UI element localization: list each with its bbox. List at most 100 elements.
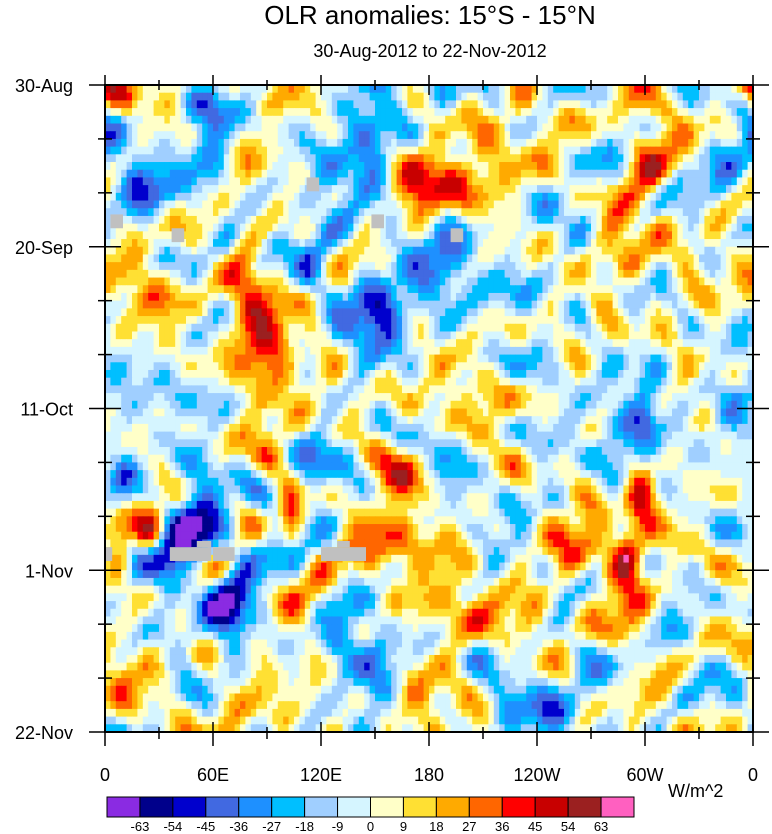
- heatmap-cell: [234, 254, 241, 263]
- heatmap-cell: [375, 192, 381, 201]
- heatmap-cell: [472, 131, 478, 140]
- heatmap-cell: [304, 316, 311, 325]
- heatmap-cell: [369, 339, 376, 348]
- heatmap-cell: [526, 108, 532, 117]
- heatmap-cell: [326, 400, 333, 409]
- heatmap-cell: [223, 154, 230, 163]
- heatmap-cell: [304, 346, 311, 355]
- heatmap-cell: [596, 123, 603, 132]
- heatmap-cell: [153, 246, 160, 255]
- heatmap-cell: [591, 323, 597, 332]
- heatmap-cell: [515, 108, 522, 117]
- heatmap-cell: [331, 277, 338, 286]
- heatmap-cell: [558, 200, 565, 209]
- heatmap-cell: [472, 208, 478, 217]
- heatmap-cell: [153, 100, 160, 109]
- heatmap-cell: [531, 308, 538, 317]
- heatmap-cell: [288, 254, 295, 263]
- heatmap-cell: [553, 316, 559, 325]
- heatmap-cell: [148, 385, 154, 394]
- heatmap-cell: [655, 300, 662, 309]
- heatmap-cell: [542, 115, 549, 124]
- heatmap-cell: [115, 192, 122, 201]
- heatmap-cell: [682, 85, 689, 94]
- heatmap-cell: [661, 115, 667, 124]
- heatmap-cell: [515, 285, 522, 294]
- heatmap-cell: [115, 393, 122, 402]
- heatmap-cell: [110, 154, 117, 163]
- heatmap-cell: [148, 169, 154, 178]
- heatmap-cell: [450, 239, 457, 248]
- heatmap-cell: [218, 300, 225, 309]
- heatmap-cell: [499, 339, 505, 348]
- heatmap-cell: [191, 339, 198, 348]
- heatmap-cell: [385, 362, 392, 371]
- heatmap-cell: [407, 85, 414, 94]
- heatmap-cell: [726, 362, 732, 371]
- heatmap-cell: [672, 300, 678, 309]
- heatmap-cell: [191, 146, 198, 155]
- heatmap-cell: [493, 215, 500, 225]
- heatmap-cell: [623, 292, 630, 302]
- heatmap-cell: [472, 215, 478, 225]
- heatmap-cell: [547, 323, 554, 332]
- heatmap-cell: [196, 215, 203, 225]
- heatmap-cell: [688, 285, 694, 294]
- heatmap-cell: [628, 162, 635, 171]
- heatmap-cell: [461, 262, 468, 271]
- heatmap-cell: [142, 146, 149, 155]
- heatmap-cell: [639, 339, 646, 348]
- heatmap-cell: [137, 92, 144, 101]
- heatmap-cell: [245, 92, 252, 101]
- heatmap-cell: [672, 215, 678, 225]
- heatmap-cell: [402, 108, 408, 117]
- heatmap-cell: [731, 369, 738, 379]
- heatmap-cell: [342, 169, 349, 178]
- heatmap-cell: [537, 339, 543, 348]
- heatmap-cell: [666, 231, 673, 240]
- heatmap-cell: [412, 377, 419, 386]
- heatmap-cell: [596, 192, 603, 201]
- heatmap-cell: [596, 385, 603, 394]
- heatmap-cell: [385, 146, 392, 155]
- heatmap-cell: [375, 123, 381, 132]
- heatmap-cell: [304, 254, 311, 263]
- heatmap-cell: [693, 262, 700, 271]
- heatmap-cell: [537, 154, 543, 163]
- heatmap-cell: [115, 100, 122, 109]
- heatmap-cell: [553, 300, 559, 309]
- heatmap-cell: [175, 108, 181, 117]
- heatmap-cell: [672, 269, 678, 278]
- heatmap-cell: [580, 169, 586, 178]
- heatmap-cell: [477, 316, 484, 325]
- heatmap-cell: [434, 85, 441, 94]
- heatmap-cell: [553, 85, 559, 94]
- heatmap-cell: [402, 146, 408, 155]
- heatmap-cell: [342, 138, 349, 148]
- heatmap-cell: [742, 323, 748, 332]
- heatmap-cell: [672, 362, 678, 371]
- heatmap-cell: [574, 316, 581, 325]
- heatmap-cell: [553, 162, 559, 171]
- heatmap-cell: [623, 200, 630, 209]
- heatmap-cell: [510, 239, 516, 248]
- heatmap-cell: [720, 346, 727, 355]
- heatmap-cell: [331, 385, 338, 394]
- heatmap-cell: [196, 108, 203, 117]
- heatmap-cell: [747, 92, 754, 101]
- heatmap-cell: [564, 123, 570, 132]
- heatmap-cell: [132, 177, 138, 186]
- heatmap-cell: [618, 254, 624, 263]
- heatmap-cell: [628, 300, 635, 309]
- heatmap-cell: [267, 292, 273, 302]
- heatmap-cell: [456, 131, 462, 140]
- heatmap-cell: [261, 146, 268, 155]
- heatmap-cell: [196, 362, 203, 371]
- heatmap-cell: [661, 292, 667, 302]
- heatmap-cell: [558, 393, 565, 402]
- heatmap-cell: [672, 277, 678, 286]
- heatmap-cell: [229, 393, 235, 402]
- heatmap-cell: [736, 85, 743, 94]
- heatmap-cell: [115, 308, 122, 317]
- heatmap-cell: [477, 246, 484, 255]
